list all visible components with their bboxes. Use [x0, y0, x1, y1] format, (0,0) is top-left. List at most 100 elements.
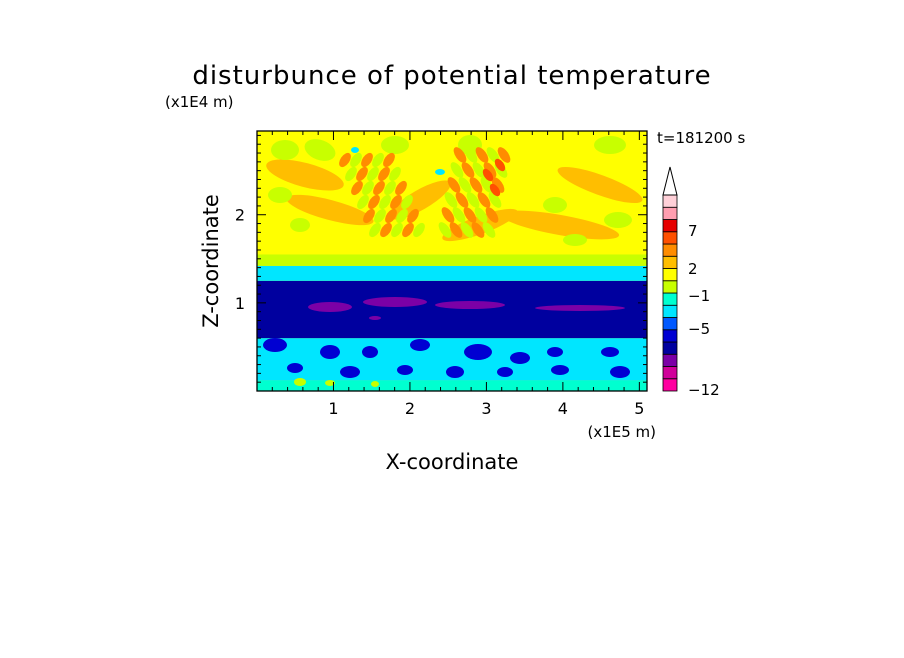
- colorbar: 7 2 −1 −5 −12: [662, 166, 720, 399]
- contour-blob: [384, 180, 396, 196]
- blue-patch: [547, 347, 563, 357]
- contour-blob: [455, 192, 469, 208]
- contour-blob: [374, 208, 386, 224]
- plot-frame: [256, 130, 648, 392]
- contour-blob: [557, 166, 643, 204]
- colorbar-swatch: [662, 329, 678, 343]
- contour-blob: [379, 194, 391, 210]
- contour-blob: [351, 147, 359, 153]
- contour-blob: [361, 152, 373, 168]
- blue-patch: [551, 365, 569, 375]
- colorbar-swatch: [662, 194, 678, 208]
- contour-blob: [396, 208, 408, 224]
- contour-blob: [435, 169, 445, 175]
- contour-layer: [257, 254, 647, 266]
- contour-blob: [466, 192, 480, 208]
- contour-blob: [373, 180, 385, 196]
- contour-blob: [477, 192, 491, 208]
- contour-blob: [390, 194, 402, 210]
- contour-blob: [380, 222, 392, 238]
- contour-blob: [461, 162, 475, 178]
- y-unit-label: (x1E4 m): [165, 93, 234, 111]
- blue-patch: [320, 345, 340, 359]
- contour-blob: [385, 208, 397, 224]
- contour-blob: [389, 166, 401, 182]
- contour-blobs: [263, 135, 643, 387]
- y-axis-ticks: 12: [235, 134, 647, 392]
- colorbar-swatch: [662, 219, 678, 233]
- contour-blob: [441, 207, 455, 223]
- colorbar-swatch: [662, 353, 678, 367]
- contour-blob: [463, 207, 477, 223]
- time-label: t=181200 s: [657, 129, 745, 147]
- contour-blob: [494, 158, 506, 172]
- contour-blob: [351, 180, 363, 196]
- colorbar-swatch: [662, 292, 678, 306]
- blue-patch: [362, 346, 378, 358]
- purple-band: [308, 302, 352, 312]
- contour-blob: [363, 208, 375, 224]
- x-tick-label: 3: [481, 399, 491, 418]
- contour-blob: [452, 207, 466, 223]
- contour-blob: [286, 194, 374, 226]
- colorbar-swatch: [662, 206, 678, 220]
- contour-blob: [453, 147, 467, 163]
- contour-blob: [369, 222, 381, 238]
- contour-blob: [594, 136, 626, 154]
- contour-blob: [362, 180, 374, 196]
- blue-patch: [446, 366, 464, 378]
- blue-patch: [497, 367, 513, 377]
- contour-blob: [563, 234, 587, 246]
- colorbar-tick-label: −5: [688, 320, 710, 338]
- plot-area: [257, 131, 647, 391]
- contour-blob: [378, 166, 390, 182]
- blue-patch: [464, 344, 492, 360]
- colorbar-swatch: [662, 231, 678, 245]
- contour-blob: [483, 162, 497, 178]
- contour-blob: [482, 222, 496, 238]
- blue-patch: [610, 366, 630, 378]
- contour-blob: [543, 197, 567, 213]
- contour-blob: [604, 212, 632, 228]
- purple-band: [363, 297, 427, 307]
- contour-blob: [444, 192, 458, 208]
- x-tick-label: 2: [405, 399, 415, 418]
- contour-blob: [497, 147, 511, 163]
- blue-patch: [397, 365, 413, 375]
- contour-blob: [401, 194, 413, 210]
- contour-blob: [474, 207, 488, 223]
- contour-blob: [339, 152, 351, 168]
- y-axis-label: Z-coordinate: [199, 194, 223, 328]
- contour-blob: [368, 194, 380, 210]
- contour-layer: [257, 380, 647, 391]
- x-axis-ticks: 1 2 3 4 5: [256, 131, 644, 418]
- purple-band: [369, 316, 381, 320]
- blue-patch: [510, 352, 530, 364]
- colorbar-swatch: [662, 255, 678, 269]
- contour-blob: [471, 222, 485, 238]
- purple-band: [535, 305, 625, 311]
- contour-blob: [485, 207, 499, 223]
- purple-band: [435, 301, 505, 309]
- blue-patch: [601, 347, 619, 357]
- contour-blob: [460, 222, 474, 238]
- contour-blob: [464, 147, 478, 163]
- x-tick-label: 5: [634, 399, 644, 418]
- y-tick-label: 1: [235, 294, 245, 313]
- contour-blob: [449, 222, 463, 238]
- contour-blob: [350, 152, 362, 168]
- contour-blob: [372, 152, 384, 168]
- contour-blob: [357, 194, 369, 210]
- contour-blob: [488, 192, 502, 208]
- contour-blob: [367, 166, 379, 182]
- contour-blob: [489, 183, 501, 197]
- contour-blob: [268, 187, 292, 203]
- contour-layer: [257, 265, 647, 281]
- contour-blob: [266, 159, 344, 191]
- colorbar-swatch: [662, 280, 678, 294]
- contour-blob: [290, 218, 310, 232]
- x-tick-label: 4: [558, 399, 568, 418]
- contour-blob: [447, 177, 461, 193]
